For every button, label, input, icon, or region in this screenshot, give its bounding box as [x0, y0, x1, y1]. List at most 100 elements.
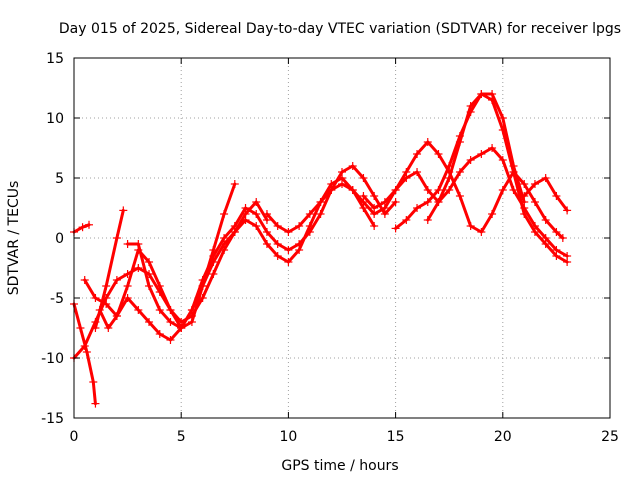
- data-series: [70, 90, 572, 408]
- data-point: [209, 252, 218, 260]
- series-line: [72, 223, 91, 234]
- data-point: [466, 102, 475, 110]
- data-point: [78, 223, 87, 232]
- data-point: [305, 210, 314, 218]
- data-point: [359, 174, 368, 182]
- data-point: [477, 228, 486, 236]
- series-track-1: [70, 220, 94, 236]
- data-point: [284, 246, 293, 254]
- data-point: [509, 168, 518, 176]
- data-point: [558, 234, 567, 242]
- data-point: [102, 300, 111, 308]
- x-axis-label: GPS time / hours: [281, 458, 398, 474]
- data-point: [530, 228, 539, 236]
- data-point: [327, 186, 336, 194]
- data-point: [402, 168, 411, 176]
- data-point: [488, 96, 497, 104]
- data-point: [230, 180, 239, 188]
- data-point: [91, 324, 100, 332]
- x-tick-label: 5: [177, 429, 186, 445]
- series-line: [361, 140, 565, 240]
- data-point: [123, 294, 132, 302]
- series-track-8: [262, 144, 572, 260]
- data-point: [295, 240, 304, 248]
- chart-title: Day 015 of 2025, Sidereal Day-to-day VTE…: [59, 21, 621, 37]
- data-point: [563, 258, 572, 266]
- data-point: [477, 90, 486, 98]
- data-point: [391, 186, 400, 194]
- data-point: [413, 150, 422, 158]
- data-point: [359, 192, 368, 200]
- data-point: [370, 222, 379, 230]
- data-point: [445, 186, 454, 194]
- data-point: [488, 210, 497, 218]
- data-point: [284, 258, 293, 266]
- series-line: [93, 208, 125, 330]
- data-point: [530, 198, 539, 206]
- data-point: [209, 270, 218, 278]
- data-point: [91, 294, 100, 302]
- data-point: [391, 224, 400, 233]
- data-point: [541, 240, 550, 248]
- data-point: [370, 204, 379, 212]
- data-point: [498, 114, 507, 122]
- data-point: [252, 210, 261, 218]
- data-point: [155, 282, 164, 290]
- data-point: [552, 252, 561, 260]
- x-tick-label: 20: [494, 429, 512, 445]
- data-point: [123, 240, 132, 248]
- data-point: [155, 306, 164, 314]
- data-point: [455, 168, 464, 176]
- data-point: [119, 206, 128, 215]
- data-point: [273, 240, 282, 248]
- data-point: [466, 156, 475, 164]
- data-point: [509, 186, 518, 194]
- data-point: [413, 204, 422, 212]
- data-point: [338, 180, 346, 188]
- data-point: [348, 186, 357, 194]
- grid-lines: [74, 58, 610, 418]
- data-point: [498, 126, 507, 134]
- series-track-4: [80, 198, 271, 326]
- data-point: [434, 198, 443, 206]
- data-point: [112, 312, 121, 320]
- data-point: [104, 324, 113, 332]
- data-point: [91, 399, 100, 408]
- data-point: [220, 210, 229, 218]
- data-point: [552, 192, 561, 200]
- axis-ticks: 0 5 10 15 20 25 -15 -10 -5 0 5 10 15: [41, 51, 619, 445]
- data-point: [82, 348, 91, 356]
- data-point: [187, 306, 196, 314]
- data-point: [112, 276, 121, 284]
- y-axis-label: SDTVAR / TECUs: [6, 181, 22, 296]
- data-point: [434, 150, 443, 158]
- x-tick-label: 25: [601, 429, 619, 445]
- data-point: [445, 174, 454, 182]
- data-point: [316, 210, 325, 218]
- data-point: [80, 342, 89, 350]
- data-point: [230, 222, 239, 230]
- data-point: [520, 210, 529, 218]
- data-point: [423, 186, 432, 194]
- data-point: [413, 168, 422, 176]
- data-point: [198, 294, 207, 302]
- data-point: [455, 138, 464, 146]
- data-point: [391, 198, 400, 206]
- x-tick-label: 10: [279, 429, 297, 445]
- y-tick-label: -15: [41, 411, 64, 427]
- data-point: [102, 282, 111, 290]
- series-track-11: [423, 90, 572, 266]
- series-track-6: [95, 174, 379, 344]
- data-point: [284, 228, 293, 236]
- data-point: [220, 234, 229, 242]
- data-point: [177, 324, 186, 332]
- data-point: [498, 186, 507, 194]
- data-point: [552, 228, 561, 236]
- data-point: [455, 192, 464, 200]
- series-track-7: [123, 162, 400, 332]
- data-point: [134, 240, 143, 248]
- data-point: [434, 186, 443, 194]
- data-point: [541, 216, 550, 224]
- y-tick-label: 0: [55, 231, 64, 247]
